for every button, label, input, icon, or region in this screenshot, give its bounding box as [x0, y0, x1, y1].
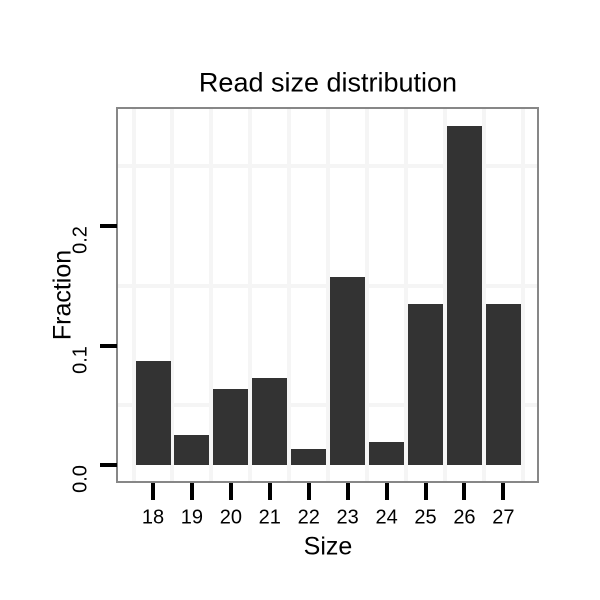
minor-gridline-horizontal [118, 283, 537, 288]
y-tick-label: 0.2 [69, 226, 92, 254]
minor-gridline-vertical [209, 109, 214, 481]
x-tick-label: 20 [219, 506, 242, 529]
bar-size-19 [174, 435, 210, 465]
bar-size-22 [291, 449, 327, 465]
x-axis-tick [267, 483, 272, 500]
x-tick-label: 23 [336, 506, 359, 529]
bar-size-27 [485, 303, 521, 465]
minor-gridline-horizontal [118, 164, 537, 169]
minor-gridline-vertical [520, 109, 525, 481]
minor-gridline-vertical [131, 109, 136, 481]
bar-size-24 [369, 442, 405, 465]
y-axis-tick [100, 463, 117, 467]
x-axis-tick [228, 483, 233, 500]
y-tick-label: 0.0 [69, 465, 92, 493]
x-tick-label: 19 [180, 506, 204, 529]
minor-gridline-vertical [170, 109, 175, 481]
x-tick-label: 18 [141, 506, 165, 529]
x-axis-tick [501, 483, 506, 500]
chart-title: Read size distribution [198, 67, 458, 98]
x-axis-tick [151, 483, 155, 500]
bar-size-20 [213, 388, 249, 465]
minor-gridline-vertical [442, 109, 447, 481]
minor-gridline-vertical [365, 109, 370, 481]
minor-gridline-vertical [404, 109, 409, 481]
y-axis-title: Fraction [48, 249, 77, 341]
x-axis-tick [384, 483, 389, 500]
plot-panel [116, 107, 539, 483]
x-axis-tick [345, 483, 350, 500]
x-axis-tick [423, 483, 428, 500]
x-tick-label: 25 [414, 506, 437, 529]
bar-size-26 [446, 125, 482, 465]
minor-gridline-vertical [248, 109, 253, 481]
minor-gridline-vertical [287, 109, 292, 481]
bar-size-21 [252, 377, 288, 465]
y-axis-tick [100, 343, 117, 348]
x-tick-label: 24 [375, 506, 398, 529]
minor-gridline-vertical [326, 109, 331, 481]
bar-size-18 [135, 361, 171, 465]
x-tick-label: 21 [258, 506, 281, 529]
x-axis-tick [462, 483, 467, 500]
x-axis-title: Size [303, 532, 353, 561]
minor-gridline-vertical [481, 109, 486, 481]
minor-gridline-horizontal [118, 403, 537, 408]
y-tick-label: 0.1 [69, 345, 92, 374]
y-axis-tick [100, 224, 117, 228]
bar-size-23 [330, 277, 366, 465]
x-tick-label: 22 [297, 506, 320, 529]
x-tick-label: 27 [492, 506, 515, 529]
x-axis-tick [306, 483, 311, 500]
bar-size-25 [408, 303, 443, 465]
x-axis-tick [189, 483, 194, 500]
x-tick-label: 26 [453, 506, 476, 529]
